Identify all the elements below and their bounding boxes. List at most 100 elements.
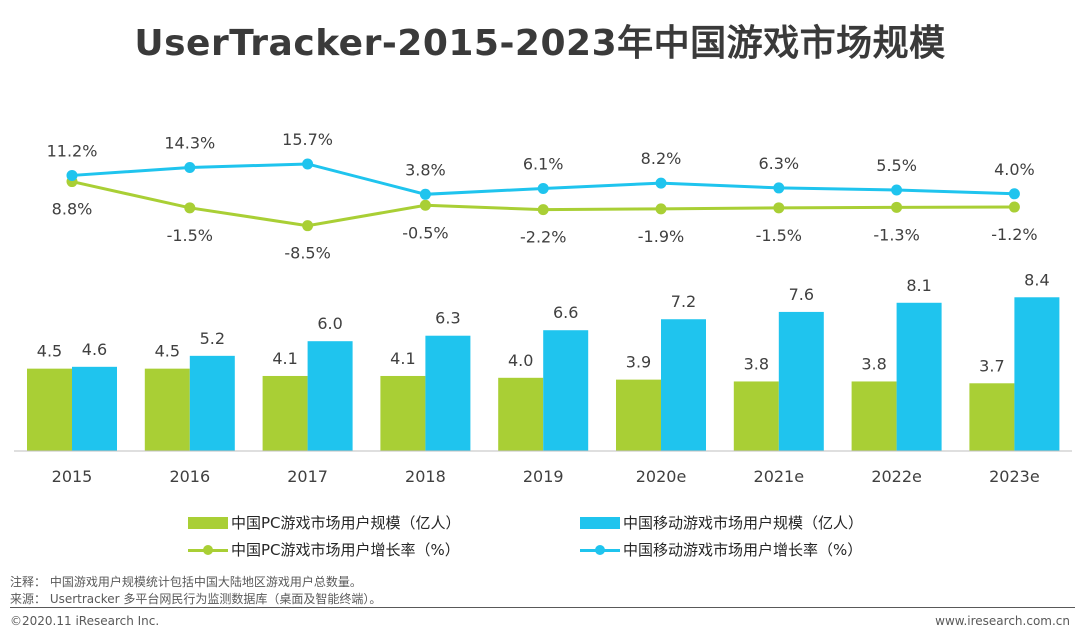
bar-label-pc-2023e: 3.7 bbox=[979, 356, 1004, 375]
point-mobile-growth-2015 bbox=[66, 169, 78, 181]
bar-pc-2017 bbox=[262, 375, 308, 451]
x-tick-2018: 2018 bbox=[405, 467, 446, 486]
bar-mobile-2017 bbox=[307, 341, 353, 451]
point-mobile-growth-2023e bbox=[1008, 188, 1020, 200]
mobile-growth-label-2017: 15.7% bbox=[282, 130, 333, 149]
x-tick-2015: 2015 bbox=[52, 467, 93, 486]
point-pc-growth-2019 bbox=[537, 204, 549, 216]
x-tick-2017: 2017 bbox=[287, 467, 328, 486]
mobile-growth-label-2015: 11.2% bbox=[47, 141, 98, 160]
bar-pc-2023e bbox=[969, 383, 1015, 451]
legend-mobile-growth: 中国移动游戏市场用户增长率（%） bbox=[580, 539, 862, 560]
pc-growth-label-2023e: -1.2% bbox=[991, 225, 1037, 244]
pc-growth-label-2021e: -1.5% bbox=[756, 226, 802, 245]
x-tick-2021e: 2021e bbox=[754, 467, 805, 486]
x-tick-2020e: 2020e bbox=[636, 467, 687, 486]
point-mobile-growth-2018 bbox=[419, 188, 431, 200]
point-pc-growth-2020e bbox=[655, 203, 667, 215]
bar-mobile-2023e bbox=[1014, 297, 1060, 451]
mobile-growth-label-2019: 6.1% bbox=[523, 154, 564, 173]
point-mobile-growth-2016 bbox=[184, 162, 196, 174]
pc-growth-label-2022e: -1.3% bbox=[873, 225, 919, 244]
point-pc-growth-2017 bbox=[302, 220, 314, 232]
bar-label-pc-2020e: 3.9 bbox=[626, 353, 651, 372]
pc-growth-label-2016: -1.5% bbox=[167, 226, 213, 245]
legend-swatch-pc-line bbox=[188, 544, 228, 556]
footnote-source: 来源： Usertracker 多平台网民行为监测数据库（桌面及智能终端）。 bbox=[10, 592, 382, 606]
bar-mobile-2016 bbox=[189, 355, 235, 451]
legend-label: 中国移动游戏市场用户规模（亿人） bbox=[623, 514, 864, 532]
x-tick-2022e: 2022e bbox=[871, 467, 922, 486]
point-mobile-growth-2022e bbox=[891, 184, 903, 196]
bar-label-mobile-2015: 4.6 bbox=[82, 340, 107, 359]
legend-mobile-users: 中国移动游戏市场用户规模（亿人） bbox=[580, 512, 863, 533]
bar-label-mobile-2021e: 7.6 bbox=[789, 285, 814, 304]
bar-label-pc-2021e: 3.8 bbox=[744, 354, 769, 373]
bar-pc-2021e bbox=[733, 381, 779, 451]
point-mobile-growth-2017 bbox=[302, 158, 314, 170]
bar-pc-2022e bbox=[851, 381, 897, 451]
footnote-note: 注释： 中国游戏用户规模统计包括中国大陆地区游戏用户总数量。 bbox=[10, 575, 362, 589]
point-pc-growth-2023e bbox=[1008, 201, 1020, 213]
mobile-growth-label-2020e: 8.2% bbox=[641, 149, 682, 168]
point-pc-growth-2022e bbox=[891, 201, 903, 213]
copyright-text: ©2020.11 iResearch Inc. bbox=[10, 614, 160, 628]
bar-label-mobile-2017: 6.0 bbox=[317, 314, 342, 333]
bar-label-pc-2016: 4.5 bbox=[155, 342, 180, 361]
mobile-growth-label-2016: 14.3% bbox=[164, 134, 215, 153]
footer-divider bbox=[10, 607, 1075, 608]
bar-mobile-2022e bbox=[896, 302, 942, 451]
labels-layer: 4.5 4.6 2015 4.5 5.2 2016 4.1 6.0 2017 4.1 6.3 2018… bbox=[37, 130, 1050, 486]
legend-label: 中国PC游戏市场用户增长率（%） bbox=[231, 541, 460, 559]
bar-label-mobile-2019: 6.6 bbox=[553, 303, 578, 322]
legend-swatch-pc-bar bbox=[188, 516, 228, 529]
pc-growth-label-2018: -0.5% bbox=[402, 223, 448, 242]
bar-pc-2019 bbox=[498, 377, 544, 451]
mobile-growth-label-2022e: 5.5% bbox=[876, 156, 917, 175]
website-text: www.iresearch.com.cn bbox=[935, 614, 1070, 628]
legend-label: 中国PC游戏市场用户规模（亿人） bbox=[231, 514, 461, 532]
legend-label: 中国移动游戏市场用户增长率（%） bbox=[623, 541, 863, 559]
bar-pc-2018 bbox=[380, 375, 426, 451]
legend-pc-users: 中国PC游戏市场用户规模（亿人） bbox=[188, 512, 461, 533]
bars-layer bbox=[27, 297, 1060, 451]
legend-pc-growth: 中国PC游戏市场用户增长率（%） bbox=[188, 539, 460, 560]
bar-label-mobile-2018: 6.3 bbox=[435, 309, 460, 328]
bar-label-pc-2019: 4.0 bbox=[508, 351, 533, 370]
point-mobile-growth-2019 bbox=[537, 182, 549, 194]
bar-label-mobile-2022e: 8.1 bbox=[906, 276, 931, 295]
x-tick-2019: 2019 bbox=[523, 467, 564, 486]
legend-swatch-mobile-bar bbox=[580, 516, 620, 529]
point-pc-growth-2016 bbox=[184, 202, 196, 214]
bar-label-mobile-2016: 5.2 bbox=[200, 329, 225, 348]
x-tick-2016: 2016 bbox=[169, 467, 210, 486]
bar-label-mobile-2023e: 8.4 bbox=[1024, 270, 1049, 289]
mobile-growth-label-2021e: 6.3% bbox=[758, 154, 799, 173]
bar-mobile-2019 bbox=[543, 330, 589, 451]
bar-mobile-2018 bbox=[425, 335, 471, 451]
mobile-growth-label-2018: 3.8% bbox=[405, 160, 446, 179]
point-pc-growth-2018 bbox=[419, 199, 431, 211]
bar-pc-2015 bbox=[27, 368, 72, 451]
pc-growth-label-2019: -2.2% bbox=[520, 228, 566, 247]
bar-pc-2016 bbox=[144, 368, 190, 451]
bar-mobile-2015 bbox=[72, 366, 117, 451]
x-tick-2023e: 2023e bbox=[989, 467, 1040, 486]
chart-title: UserTracker-2015-2023年中国游戏市场规模 bbox=[134, 23, 946, 64]
bar-mobile-2021e bbox=[778, 311, 824, 451]
mobile-growth-label-2023e: 4.0% bbox=[994, 160, 1035, 179]
lines-layer bbox=[66, 158, 1020, 232]
bar-label-pc-2022e: 3.8 bbox=[861, 354, 886, 373]
pc-growth-label-2017: -8.5% bbox=[284, 244, 330, 263]
bar-label-pc-2018: 4.1 bbox=[390, 349, 415, 368]
bar-pc-2020e bbox=[616, 379, 661, 451]
pc-growth-label-2015: 8.8% bbox=[52, 200, 93, 219]
bar-label-pc-2015: 4.5 bbox=[37, 342, 62, 361]
pc-growth-label-2020e: -1.9% bbox=[638, 227, 684, 246]
point-mobile-growth-2021e bbox=[773, 182, 785, 194]
bar-label-mobile-2020e: 7.2 bbox=[671, 292, 696, 311]
point-mobile-growth-2020e bbox=[655, 177, 667, 189]
legend-swatch-mobile-line bbox=[580, 544, 620, 556]
bar-mobile-2020e bbox=[661, 319, 706, 451]
